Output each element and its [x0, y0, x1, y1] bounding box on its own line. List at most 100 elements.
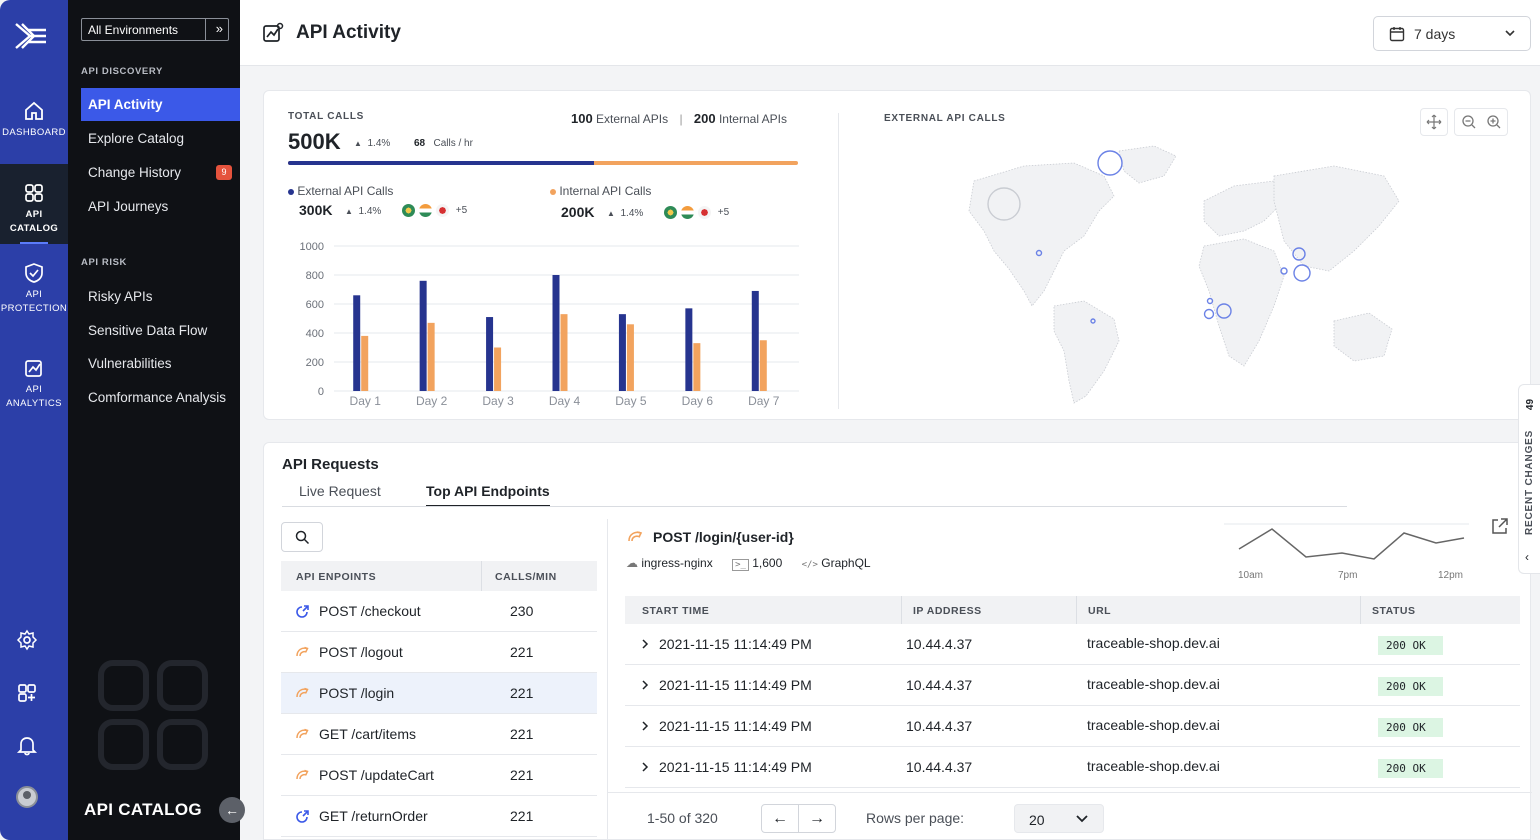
nav-risky-apis[interactable]: Risky APIs — [88, 289, 153, 304]
chevron-right-icon[interactable] — [640, 638, 650, 650]
nav-change-history[interactable]: Change History 9 — [81, 156, 240, 189]
traceable-logo-icon[interactable] — [12, 18, 48, 54]
nav-vulnerabilities[interactable]: Vulnerabilities — [88, 356, 172, 371]
marker-west-africa[interactable] — [1203, 308, 1215, 320]
request-row[interactable]: 2021-11-15 11:14:49 PM 10.44.4.37 traceabl… — [625, 747, 1520, 788]
add-widget-icon[interactable] — [16, 682, 38, 704]
status-badge: 200 OK — [1378, 636, 1443, 655]
endpoint-row[interactable]: POST /updateCart 221 — [281, 755, 597, 796]
recent-changes-tab[interactable]: 49 RECENT CHANGES ‹ — [1518, 384, 1540, 574]
x-tick-label: Day 5 — [615, 394, 647, 408]
bar-internal — [693, 343, 701, 391]
endpoint-detail-title: POST /login/{user-id} — [653, 529, 794, 545]
nav-conformance-analysis[interactable]: Comformance Analysis — [88, 390, 227, 405]
call-markers — [987, 150, 1311, 324]
environment-divider — [205, 19, 206, 40]
request-row[interactable]: 2021-11-15 11:14:49 PM 10.44.4.37 traceabl… — [625, 665, 1520, 706]
recent-changes-label: RECENT CHANGES — [1524, 429, 1535, 535]
marker-brazil[interactable] — [1090, 318, 1096, 324]
prev-page-button[interactable]: ← — [761, 804, 799, 833]
chevron-right-icon[interactable] — [640, 720, 650, 732]
page-title: API Activity — [296, 22, 401, 43]
bell-icon[interactable] — [16, 734, 38, 756]
next-page-button[interactable]: → — [798, 804, 836, 833]
endpoint-row[interactable]: GET /cart/items 221 — [281, 714, 597, 755]
endpoint-row[interactable]: POST /checkout 230 — [281, 591, 597, 632]
arrow-left-icon: ← — [772, 810, 788, 827]
tab-top-api-endpoints[interactable]: Top API Endpoints — [426, 483, 550, 507]
settings-icon[interactable] — [16, 629, 38, 651]
section-api-discovery: API DISCOVERY — [81, 66, 163, 77]
marker-central-africa[interactable] — [1216, 303, 1232, 319]
pager-divider — [607, 792, 1532, 793]
total-calls-value: 500K — [288, 129, 341, 154]
chevron-left-icon: ‹ — [1525, 550, 1529, 564]
endpoint-row[interactable]: POST /logout 221 — [281, 632, 597, 673]
rail-dashboard[interactable]: DASHBOARD — [0, 100, 68, 140]
nav-api-activity[interactable]: API Activity — [81, 88, 240, 121]
double-chevron-right-icon[interactable]: » — [215, 21, 223, 36]
collapse-sidebar-button[interactable]: ← — [219, 797, 245, 823]
rail-api-protection[interactable]: API PROTECTION — [0, 262, 68, 316]
api-calls-bar-chart: 0 200 400 600 800 1000 Day 1 Day 2 Day 3 Day 4 Day… — [300, 241, 799, 408]
internal-change-value: 1.4% — [620, 208, 644, 219]
zoom-in-icon[interactable] — [1482, 110, 1506, 134]
chevron-down-icon — [1076, 815, 1088, 823]
endpoint-calls: 221 — [510, 685, 534, 701]
bar-external — [353, 295, 361, 391]
home-icon — [25, 101, 43, 120]
internal-api-icon — [296, 728, 309, 739]
world-map[interactable] — [914, 141, 1404, 411]
request-row[interactable]: 2021-11-15 11:14:49 PM 10.44.4.37 traceabl… — [625, 624, 1520, 665]
service-name: ingress-nginx — [641, 556, 713, 570]
col-start-time: START TIME — [642, 605, 710, 617]
endpoint-row[interactable]: GET /returnOrder 221 — [281, 796, 597, 837]
marker-pakistan[interactable] — [1280, 267, 1288, 275]
time-range-select[interactable]: 7 days — [1373, 16, 1531, 51]
marker-india[interactable] — [1293, 264, 1311, 282]
tab-live-request[interactable]: Live Request — [299, 483, 381, 499]
marker-north-atlantic[interactable] — [1097, 150, 1123, 176]
y-tick-label: 1000 — [300, 241, 324, 253]
map-zoom-group — [1454, 108, 1508, 136]
environment-select[interactable]: All Environments » — [81, 18, 229, 41]
rail-analytics-label-2: ANALYTICS — [6, 398, 62, 409]
rail-api-catalog[interactable]: API CATALOG — [0, 164, 68, 244]
map-title: EXTERNAL API CALLS — [884, 113, 1006, 124]
nav-sensitive-data-flow[interactable]: Sensitive Data Flow — [88, 323, 208, 338]
avatar[interactable] — [16, 786, 38, 808]
marker-alaska[interactable] — [987, 187, 1021, 221]
external-api-icon — [296, 810, 309, 823]
nav-api-journeys[interactable]: API Journeys — [88, 199, 169, 214]
trend-up-icon: ▲ — [354, 139, 362, 148]
greenland — [1118, 145, 1177, 184]
map-controls — [1420, 108, 1510, 136]
api-counts: 100 External APIs | 200 Internal APIs — [571, 111, 787, 126]
marker-us-west[interactable] — [1035, 249, 1043, 257]
rail-analytics-label-1: API — [25, 384, 43, 395]
chevron-right-icon[interactable] — [640, 679, 650, 691]
requests-title: API Requests — [282, 456, 379, 473]
internal-calls-change: ▲ 1.4% — [607, 208, 643, 219]
nav-explore-catalog[interactable]: Explore Catalog — [88, 131, 185, 146]
col-url: URL — [1088, 605, 1112, 617]
request-start-time: 2021-11-15 11:14:49 PM — [659, 636, 812, 652]
catalog-watermark-icon — [98, 660, 208, 770]
rows-per-page-select[interactable]: 20 — [1014, 804, 1104, 833]
bar-internal — [427, 322, 435, 391]
marker-nigeria[interactable] — [1206, 297, 1214, 305]
endpoint-row[interactable]: POST /login 221 — [281, 673, 597, 714]
y-tick-label: 600 — [306, 299, 324, 311]
external-link-icon[interactable] — [1490, 516, 1510, 536]
request-ip: 10.44.4.37 — [906, 677, 973, 693]
request-row[interactable]: 2021-11-15 11:14:49 PM 10.44.4.37 traceabl… — [625, 706, 1520, 747]
header-divider — [1360, 596, 1361, 624]
api-activity-card: TOTAL CALLS 500K ▲ 1.4% 68 Calls / hr 10… — [263, 90, 1531, 420]
map-pan-button[interactable] — [1420, 108, 1448, 136]
chevron-right-icon[interactable] — [640, 761, 650, 773]
zoom-out-icon[interactable] — [1457, 110, 1481, 134]
rail-api-analytics[interactable]: API ANALYTICS — [0, 357, 68, 411]
marker-china[interactable] — [1292, 247, 1306, 261]
endpoint-calls: 221 — [510, 767, 534, 783]
endpoint-search-button[interactable] — [281, 522, 323, 552]
